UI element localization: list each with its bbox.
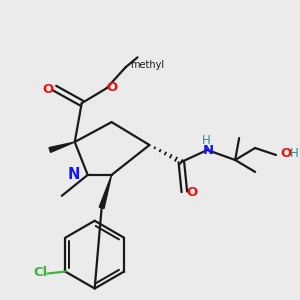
Text: Cl: Cl bbox=[33, 266, 47, 279]
Text: O: O bbox=[280, 148, 291, 160]
Text: O: O bbox=[106, 81, 117, 94]
Text: N: N bbox=[203, 145, 214, 158]
Text: H: H bbox=[290, 148, 299, 160]
Text: O: O bbox=[187, 186, 198, 199]
Text: O: O bbox=[42, 83, 53, 96]
Polygon shape bbox=[99, 175, 112, 208]
Text: methyl: methyl bbox=[130, 60, 165, 70]
Text: N: N bbox=[68, 167, 80, 182]
Polygon shape bbox=[49, 142, 75, 152]
Text: H: H bbox=[202, 134, 211, 146]
